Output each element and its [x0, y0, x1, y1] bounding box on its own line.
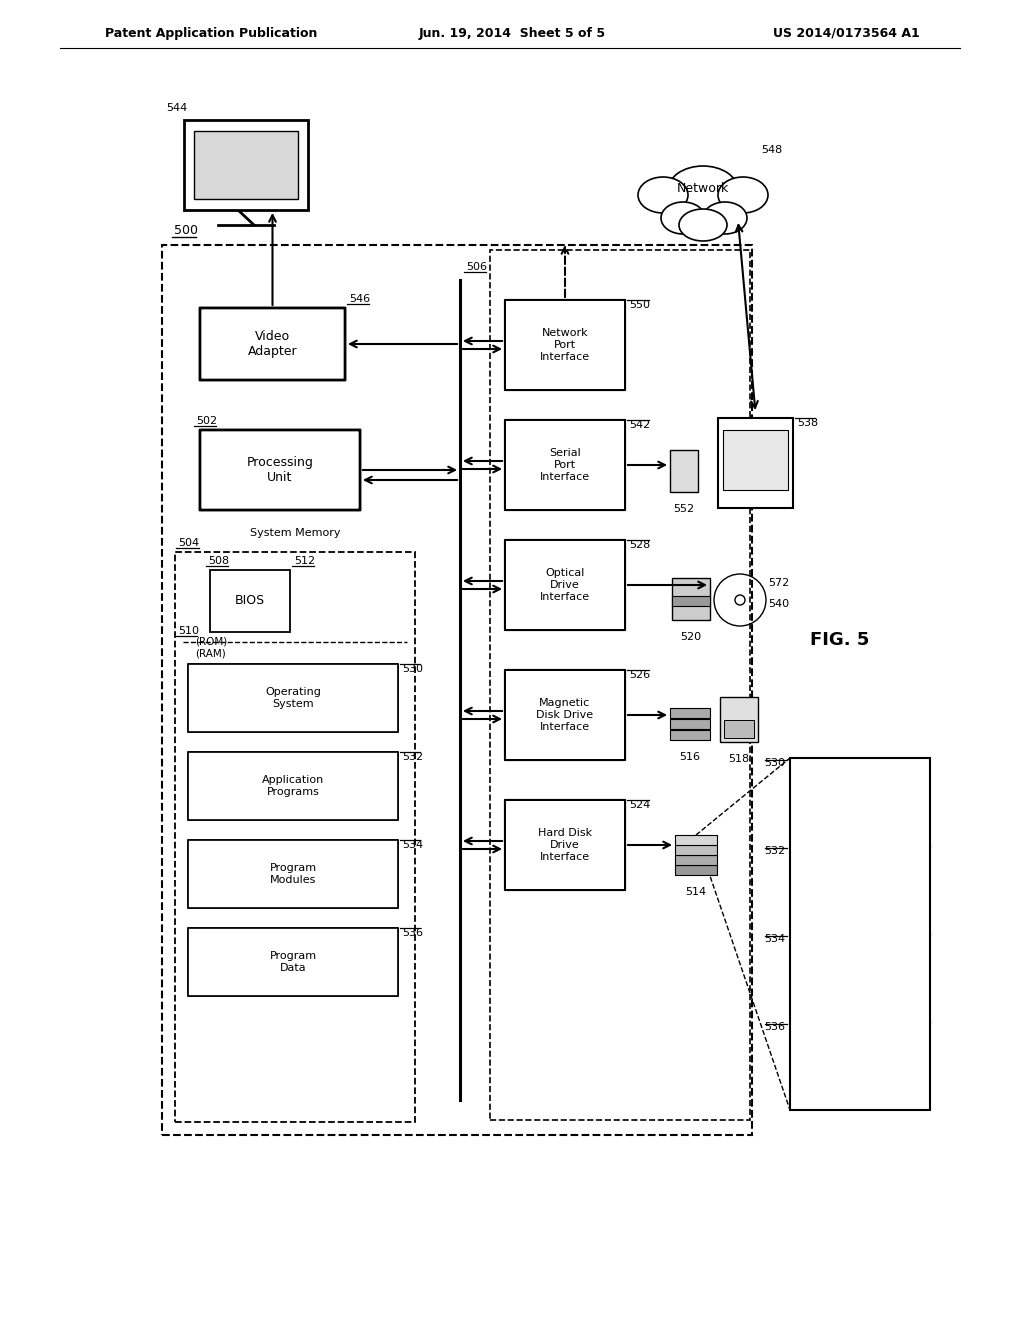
- FancyBboxPatch shape: [505, 420, 625, 510]
- Text: 534: 534: [402, 840, 423, 850]
- FancyBboxPatch shape: [188, 928, 398, 997]
- Text: Network: Network: [677, 181, 729, 194]
- FancyBboxPatch shape: [200, 308, 345, 380]
- Text: 540: 540: [768, 599, 790, 609]
- FancyBboxPatch shape: [188, 664, 398, 733]
- Text: 524: 524: [629, 800, 650, 810]
- Bar: [675, 855, 717, 865]
- Text: 516: 516: [680, 752, 700, 762]
- Bar: [670, 730, 710, 741]
- FancyBboxPatch shape: [505, 540, 625, 630]
- Text: 518: 518: [728, 754, 750, 764]
- Text: 536: 536: [764, 1022, 785, 1032]
- Text: 532: 532: [764, 846, 785, 855]
- Text: 506: 506: [466, 261, 487, 272]
- Bar: [670, 708, 710, 718]
- FancyBboxPatch shape: [200, 430, 360, 510]
- Text: System Memory: System Memory: [250, 528, 340, 539]
- Text: 544: 544: [166, 103, 187, 114]
- Text: 510: 510: [178, 626, 199, 636]
- Text: 534: 534: [764, 935, 785, 944]
- Bar: [672, 578, 710, 620]
- Text: (ROM): (ROM): [195, 638, 227, 647]
- Bar: [670, 450, 698, 492]
- Text: Hard Disk
Drive
Interface: Hard Disk Drive Interface: [538, 829, 592, 862]
- Bar: [184, 120, 308, 210]
- FancyBboxPatch shape: [188, 752, 398, 820]
- Text: Program
Modules: Program Modules: [269, 863, 316, 884]
- Bar: [194, 131, 298, 199]
- Text: Program
Data: Program Data: [269, 952, 316, 973]
- Text: 528: 528: [629, 540, 650, 550]
- FancyBboxPatch shape: [188, 840, 398, 908]
- Ellipse shape: [703, 202, 746, 234]
- Text: 532: 532: [402, 752, 423, 762]
- Text: 504: 504: [178, 539, 199, 548]
- FancyBboxPatch shape: [505, 671, 625, 760]
- Text: US 2014/0173564 A1: US 2014/0173564 A1: [773, 26, 920, 40]
- Bar: [724, 719, 754, 738]
- Text: 502: 502: [196, 416, 217, 426]
- Text: Program
Data: Program Data: [837, 1055, 884, 1077]
- Text: 520: 520: [680, 632, 701, 642]
- Bar: [718, 418, 793, 508]
- Text: 526: 526: [629, 671, 650, 680]
- Bar: [490, 249, 750, 1119]
- Text: Other
Modules: Other Modules: [837, 968, 883, 989]
- Ellipse shape: [662, 202, 705, 234]
- Text: Network
Port
Interface: Network Port Interface: [540, 329, 590, 362]
- Bar: [720, 697, 758, 742]
- Bar: [675, 845, 717, 855]
- Text: 552: 552: [674, 504, 694, 513]
- Text: Video
Adapter: Video Adapter: [248, 330, 297, 358]
- Text: 546: 546: [349, 294, 370, 304]
- Text: Operating
System: Operating System: [833, 791, 888, 813]
- Text: 548: 548: [761, 145, 782, 154]
- Text: BIOS: BIOS: [234, 594, 265, 607]
- Text: Application
Programs: Application Programs: [262, 775, 325, 797]
- Text: Jun. 19, 2014  Sheet 5 of 5: Jun. 19, 2014 Sheet 5 of 5: [419, 26, 605, 40]
- FancyBboxPatch shape: [505, 800, 625, 890]
- Bar: [670, 719, 710, 729]
- Bar: [162, 246, 752, 1135]
- Text: 550: 550: [629, 300, 650, 310]
- Bar: [790, 758, 930, 1110]
- Ellipse shape: [718, 177, 768, 213]
- Text: 542: 542: [629, 420, 650, 430]
- Text: 530: 530: [764, 758, 785, 768]
- Bar: [210, 570, 290, 632]
- Bar: [672, 597, 710, 606]
- Text: FIG. 5: FIG. 5: [810, 631, 869, 649]
- Text: 512: 512: [294, 556, 315, 566]
- FancyBboxPatch shape: [505, 300, 625, 389]
- Text: Serial
Port
Interface: Serial Port Interface: [540, 449, 590, 482]
- Text: Operating
System: Operating System: [265, 688, 321, 709]
- Bar: [723, 430, 788, 490]
- Bar: [675, 865, 717, 875]
- Text: Processing
Unit: Processing Unit: [247, 455, 313, 484]
- Text: 508: 508: [208, 556, 229, 566]
- Ellipse shape: [679, 209, 727, 242]
- Text: Optical
Drive
Interface: Optical Drive Interface: [540, 569, 590, 602]
- Text: Application
Programs: Application Programs: [828, 879, 891, 900]
- Ellipse shape: [638, 177, 688, 213]
- Text: 536: 536: [402, 928, 423, 939]
- Text: Magnetic
Disk Drive
Interface: Magnetic Disk Drive Interface: [537, 698, 594, 731]
- Text: (RAM): (RAM): [195, 649, 225, 659]
- Ellipse shape: [668, 166, 738, 214]
- Bar: [675, 836, 717, 845]
- Text: Patent Application Publication: Patent Application Publication: [105, 26, 317, 40]
- Text: 514: 514: [685, 887, 707, 898]
- Text: 538: 538: [797, 418, 818, 428]
- Text: 572: 572: [768, 578, 790, 587]
- Text: 500: 500: [174, 224, 198, 238]
- Text: 530: 530: [402, 664, 423, 675]
- Bar: [175, 552, 415, 1122]
